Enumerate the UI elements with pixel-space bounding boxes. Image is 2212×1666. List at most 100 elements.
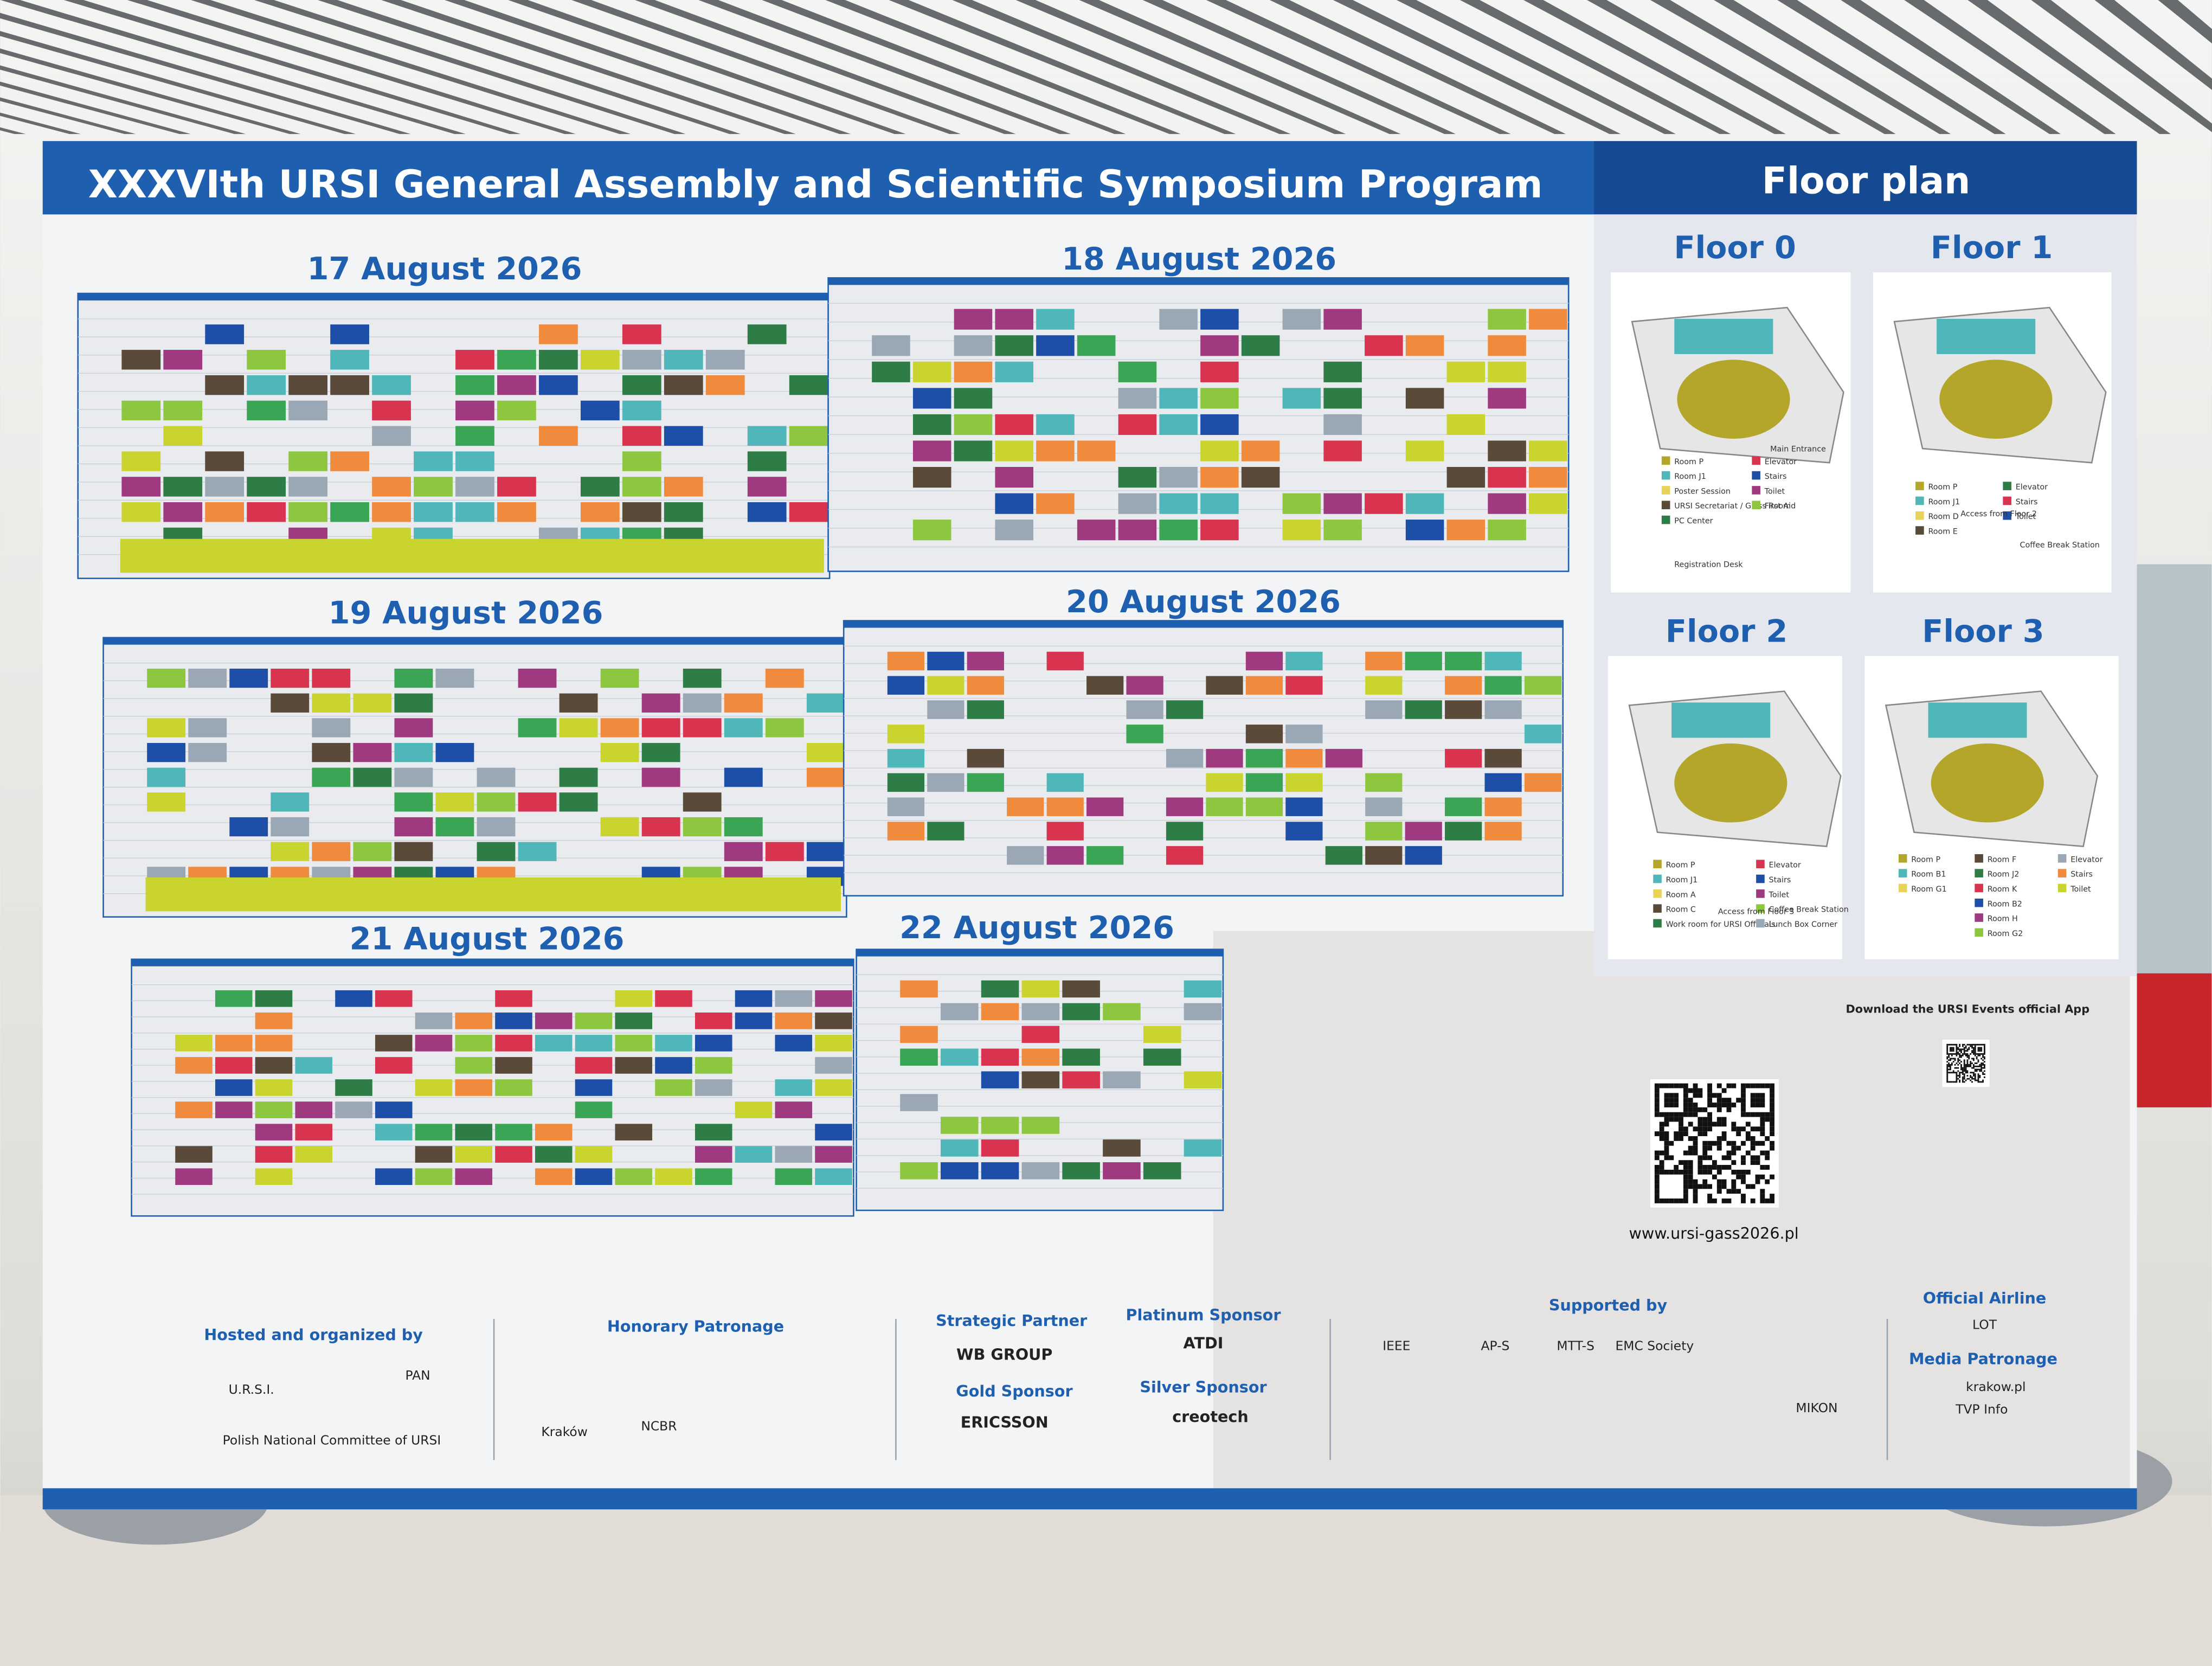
session-block [954, 335, 993, 356]
qr-module [1952, 1058, 1954, 1060]
qr-module [1736, 1169, 1741, 1175]
session-block [724, 693, 763, 713]
session-block [967, 748, 1004, 768]
qr-module [1702, 1131, 1708, 1136]
qr-module [1972, 1064, 1975, 1066]
qr-module [1760, 1093, 1765, 1098]
session-block [580, 477, 620, 497]
schedule-header [131, 959, 854, 966]
qr-module [1726, 1083, 1732, 1088]
qr-module [1760, 1103, 1765, 1107]
qr-module [1664, 1131, 1669, 1136]
session-block [775, 1101, 813, 1118]
session-block [927, 651, 964, 671]
session-block [247, 477, 286, 497]
qr-module [1693, 1107, 1698, 1112]
qr-module [1959, 1053, 1961, 1055]
qr-module [1770, 1174, 1774, 1180]
qr-module [1664, 1136, 1669, 1141]
qr-module [1693, 1103, 1698, 1107]
session-block [954, 309, 993, 330]
legend-label: Room A [1666, 890, 1696, 899]
day-heading: 21 August 2026 [350, 921, 625, 957]
qr-module [1965, 1079, 1967, 1081]
session-block [1077, 440, 1116, 462]
qr-module [1979, 1081, 1981, 1083]
qr-module [1977, 1081, 1979, 1083]
qr-module [1983, 1048, 1985, 1050]
session-block [255, 1035, 293, 1052]
legend-swatch [2057, 869, 2067, 877]
qr-module [1957, 1059, 1959, 1061]
session-block [375, 990, 413, 1007]
sponsor-logo-text: MIKON [1796, 1400, 1837, 1415]
session-block [705, 375, 745, 395]
qr-module [1707, 1198, 1712, 1203]
session-block [1405, 440, 1444, 462]
floor-note: Coffee Break Station [2020, 541, 2100, 549]
session-block [1529, 309, 1567, 330]
qr-module [1982, 1059, 1984, 1061]
session-block [477, 817, 516, 837]
ceiling-slat [1650, 0, 1896, 134]
session-block [559, 767, 598, 787]
session-block [1086, 846, 1124, 865]
qr-module [1760, 1131, 1765, 1136]
qr-module [1741, 1155, 1746, 1161]
qr-module [1731, 1189, 1737, 1194]
session-block [312, 718, 351, 738]
session-block [1206, 676, 1243, 695]
sponsor-logo-text: U.R.S.I. [229, 1382, 274, 1397]
qr-module [1654, 1198, 1660, 1203]
room-p [1931, 743, 2044, 823]
session-block [255, 1146, 293, 1163]
ceiling [0, 0, 2212, 134]
session-block [1077, 520, 1116, 541]
qr-module [1770, 1198, 1774, 1203]
qr-module [1965, 1065, 1967, 1067]
sponsor-logo-text: WB GROUP [956, 1345, 1052, 1364]
qr-module [1957, 1078, 1959, 1080]
qr-module [1755, 1160, 1760, 1165]
session-block [1126, 676, 1163, 695]
session-block [415, 1146, 453, 1163]
ceiling-slat [952, 0, 1291, 134]
session-block [664, 477, 703, 497]
session-block [1488, 309, 1526, 330]
session-block [600, 817, 639, 837]
legend-swatch [1756, 889, 1765, 898]
qr-module [1755, 1126, 1760, 1132]
session-block [1325, 846, 1362, 865]
session-block [1524, 676, 1562, 695]
session-block [394, 693, 433, 713]
session-block [312, 767, 351, 787]
qr-module [1971, 1078, 1973, 1080]
qr-module [1951, 1050, 1953, 1052]
session-block [495, 1057, 532, 1074]
legend-label: Room B1 [1911, 870, 1946, 879]
qr-module [1731, 1140, 1737, 1146]
qr-module [1755, 1140, 1760, 1146]
ceiling-slat [2031, 0, 2212, 132]
legend-label: Room P [1928, 483, 1957, 492]
legend-swatch [1915, 526, 1924, 535]
sponsor-logo-text: Kraków [541, 1424, 588, 1439]
qr-module [1770, 1140, 1774, 1146]
qr-module [1664, 1150, 1669, 1156]
qr-module [1674, 1131, 1679, 1136]
sponsor-logo-text: IEEE [1382, 1338, 1410, 1353]
qr-module [1974, 1062, 1976, 1065]
qr-module [1688, 1107, 1693, 1112]
session-block [1086, 676, 1124, 695]
qr-module [1770, 1112, 1774, 1117]
sponsor-logo-text: creotech [1172, 1407, 1249, 1426]
session-block [335, 1101, 372, 1118]
qr-module [1976, 1043, 1978, 1046]
qr-module [1963, 1052, 1965, 1054]
qr-module [1707, 1184, 1712, 1189]
session-block [1488, 493, 1526, 514]
session-block [455, 1013, 493, 1029]
session-block [1206, 748, 1243, 768]
legend-label: Stairs [2016, 498, 2038, 507]
